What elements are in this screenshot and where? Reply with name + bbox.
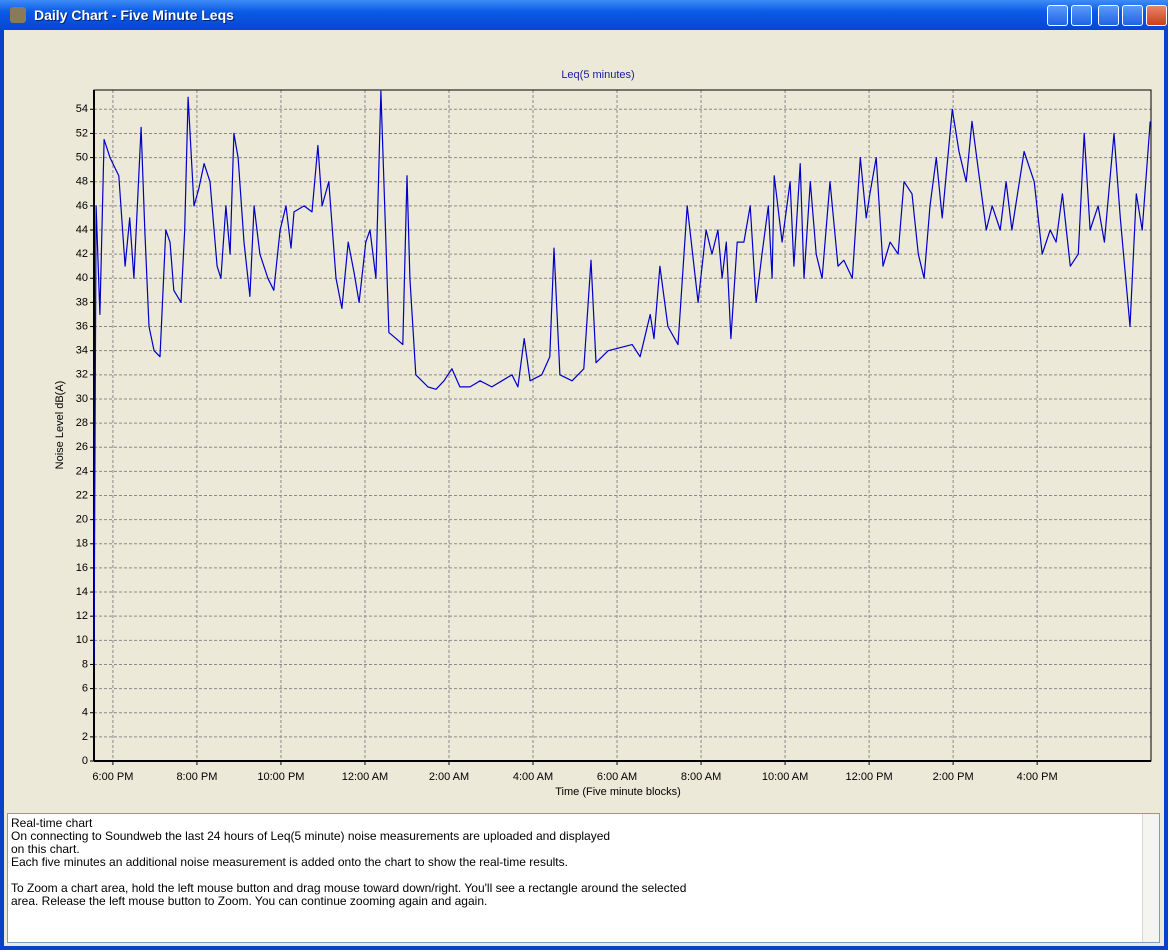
help-line: on this chart. — [11, 842, 80, 856]
y-tick-label: 10 — [76, 634, 88, 646]
app-icon — [10, 7, 26, 23]
y-tick-label: 36 — [76, 320, 88, 332]
y-tick-label: 4 — [82, 707, 88, 719]
window-title: Daily Chart - Five Minute Leqs — [34, 7, 234, 23]
y-tick-label: 12 — [76, 610, 88, 622]
x-tick-label: 6:00 PM — [92, 771, 133, 783]
x-tick-label: 2:00 PM — [933, 771, 974, 783]
x-tick-label: 2:00 AM — [429, 771, 469, 783]
y-tick-label: 38 — [76, 296, 88, 308]
x-tick-label: 6:00 AM — [597, 771, 637, 783]
help-paragraph: Real-time chart On connecting to Soundweb… — [11, 817, 1156, 869]
x-axis-label: Time (Five minute blocks) — [555, 786, 681, 798]
y-tick-label: 24 — [76, 465, 88, 477]
help-text: Real-time chart On connecting to Soundweb… — [11, 817, 1156, 908]
x-tick-label: 10:00 AM — [762, 771, 808, 783]
title-bar: Daily Chart - Five Minute Leqs — [0, 0, 1168, 30]
y-tick-label: 28 — [76, 417, 88, 429]
x-tick-label: 4:00 PM — [1017, 771, 1058, 783]
y-tick-label: 42 — [76, 248, 88, 260]
y-tick-label: 44 — [76, 224, 88, 236]
x-tick-label: 8:00 AM — [681, 771, 721, 783]
y-tick-label: 26 — [76, 441, 88, 453]
y-tick-label: 14 — [76, 586, 88, 598]
y-tick-label: 46 — [76, 200, 88, 212]
y-tick-label: 32 — [76, 369, 88, 381]
chart[interactable]: Leq(5 minutes) Time (Five minute blocks)… — [0, 0, 1160, 810]
chart-title: Leq(5 minutes) — [561, 69, 634, 81]
y-tick-label: 48 — [76, 176, 88, 188]
y-tick-label: 52 — [76, 127, 88, 139]
button-dock[interactable] — [1047, 5, 1068, 26]
help-line: area. Release the left mouse button to Z… — [11, 894, 488, 908]
y-tick-label: 34 — [76, 345, 88, 357]
y-tick-label: 8 — [82, 658, 88, 670]
help-line: Real-time chart — [11, 816, 93, 830]
y-tick-label: 20 — [76, 514, 88, 526]
x-tick-label: 4:00 AM — [513, 771, 553, 783]
x-tick-label: 12:00 PM — [846, 771, 893, 783]
y-tick-label: 30 — [76, 393, 88, 405]
button-minimize[interactable] — [1098, 5, 1119, 26]
help-line: Each five minutes an additional noise me… — [11, 855, 568, 869]
y-tick-label: 2 — [82, 731, 88, 743]
button-close[interactable] — [1146, 5, 1167, 26]
help-paragraph: To Zoom a chart area, hold the left mous… — [11, 882, 1156, 908]
y-axis-label: Noise Level dB(A) — [54, 381, 66, 470]
x-tick-label: 10:00 PM — [257, 771, 304, 783]
y-tick-label: 0 — [82, 755, 88, 767]
button-float[interactable] — [1071, 5, 1092, 26]
help-line: To Zoom a chart area, hold the left mous… — [11, 881, 687, 895]
y-tick-label: 54 — [76, 103, 88, 115]
x-tick-label: 8:00 PM — [176, 771, 217, 783]
y-tick-label: 22 — [76, 489, 88, 501]
x-tick-label: 12:00 AM — [342, 771, 388, 783]
y-tick-label: 40 — [76, 272, 88, 284]
help-line: On connecting to Soundweb the last 24 ho… — [11, 829, 611, 843]
scrollbar[interactable] — [1142, 814, 1159, 942]
plot-area — [94, 90, 1151, 761]
button-maximize[interactable] — [1122, 5, 1143, 26]
data-line — [93, 90, 1151, 665]
y-tick-label: 50 — [76, 151, 88, 163]
help-text-box[interactable]: Real-time chart On connecting to Soundweb… — [7, 813, 1160, 943]
y-tick-label: 6 — [82, 682, 88, 694]
y-tick-label: 16 — [76, 562, 88, 574]
y-tick-label: 18 — [76, 538, 88, 550]
